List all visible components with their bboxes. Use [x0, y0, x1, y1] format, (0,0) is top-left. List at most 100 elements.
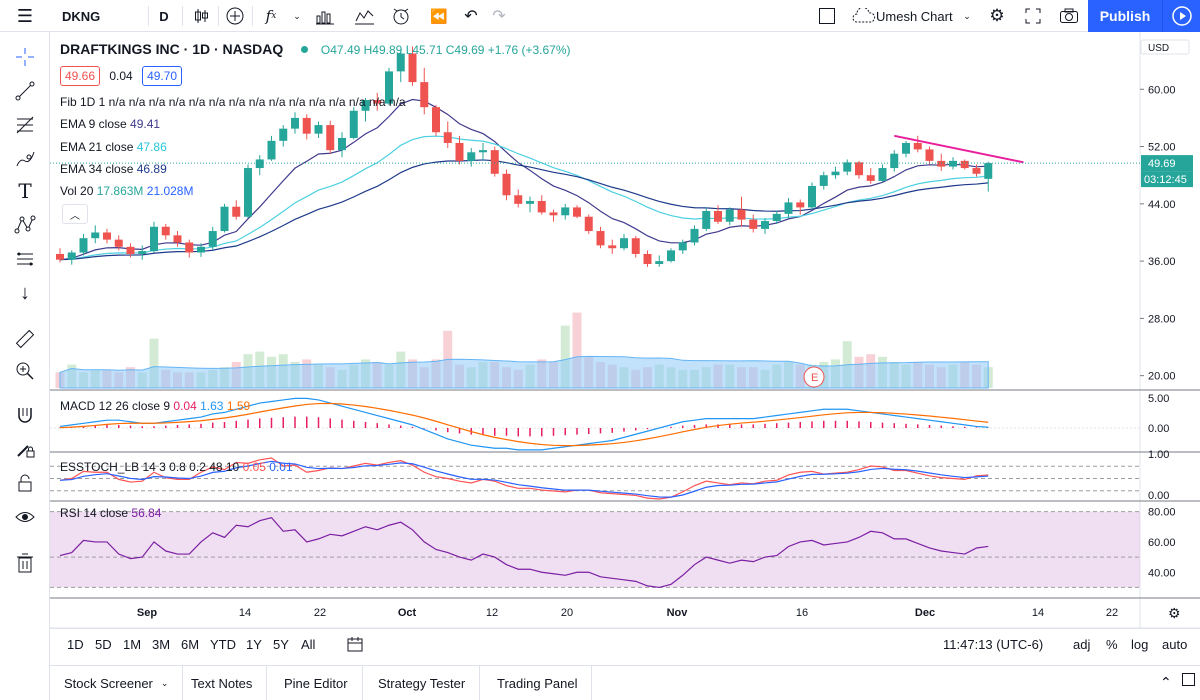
publish-play-icon[interactable]: [1162, 0, 1200, 32]
ohlc-low: L45.71: [405, 43, 443, 57]
trend-line-icon[interactable]: [8, 76, 42, 106]
templates-icon[interactable]: [352, 4, 378, 28]
ohlc-high: H49.89: [363, 43, 403, 57]
symbol-search[interactable]: DKNG: [62, 8, 101, 24]
range-5d[interactable]: 5D: [95, 637, 112, 652]
candle: [138, 245, 147, 260]
range-3m[interactable]: 3M: [152, 637, 171, 652]
rsi-legend[interactable]: RSI 14 close 56.84: [60, 506, 161, 520]
arrow-down-icon[interactable]: ↓: [20, 281, 30, 304]
redo-icon[interactable]: ↷: [492, 8, 506, 25]
fullscreen-icon[interactable]: [1020, 4, 1046, 28]
pattern-icon[interactable]: [8, 210, 42, 240]
eye-icon[interactable]: [8, 502, 42, 532]
draw-lock-icon[interactable]: [8, 434, 42, 464]
bid-box[interactable]: 49.66: [60, 66, 101, 86]
ema34-legend[interactable]: EMA 34 close 46.89: [60, 162, 167, 176]
range-all[interactable]: All: [301, 637, 316, 652]
range-6m[interactable]: 6M: [181, 637, 200, 652]
auto-toggle[interactable]: auto: [1162, 637, 1188, 652]
range-1d[interactable]: 1D: [67, 637, 84, 652]
candle: [843, 159, 852, 176]
range-ytd[interactable]: YTD: [210, 637, 236, 652]
cloud-icon[interactable]: [850, 4, 878, 28]
candle-body: [631, 238, 640, 254]
log-toggle[interactable]: log: [1131, 637, 1149, 652]
adj-toggle[interactable]: adj: [1073, 637, 1091, 652]
ruler-icon[interactable]: [8, 324, 42, 354]
ema9-legend[interactable]: EMA 9 close 49.41: [60, 117, 160, 131]
candle-body: [244, 168, 252, 217]
clock-timezone[interactable]: 11:47:13 (UTC-6): [943, 637, 1044, 652]
candle: [549, 209, 558, 222]
chart-type-candles-icon[interactable]: [188, 4, 214, 28]
collapse-legend-button[interactable]: ︿: [62, 204, 88, 224]
time-axis-label: Oct: [398, 607, 417, 619]
candle: [232, 200, 241, 220]
financials-icon[interactable]: [312, 4, 338, 28]
chevron-down-icon[interactable]: ⌄: [293, 10, 301, 21]
range-1y[interactable]: 1Y: [246, 637, 262, 652]
text-tool-icon[interactable]: T: [18, 179, 32, 203]
candle-body: [843, 162, 852, 172]
candle-body: [56, 253, 64, 260]
candle: [714, 205, 722, 224]
candle: [514, 189, 523, 208]
candle-body: [643, 253, 652, 264]
chevron-down-icon[interactable]: ⌄: [963, 10, 971, 21]
brush-icon[interactable]: [8, 144, 42, 174]
publish-button[interactable]: Publish: [1088, 0, 1162, 32]
chart-name-label[interactable]: Umesh Chart: [876, 8, 953, 24]
candle-body: [232, 206, 241, 217]
macd-legend[interactable]: MACD 12 26 close 9 0.04 1.63 1.59: [60, 399, 250, 413]
fib-tool-icon[interactable]: [8, 110, 42, 140]
layout-icon[interactable]: [816, 6, 838, 26]
candle-body: [678, 242, 687, 251]
lock-icon[interactable]: [8, 468, 42, 498]
alert-clock-icon[interactable]: [388, 4, 414, 28]
time-axis-label: 12: [486, 607, 498, 619]
volume-legend[interactable]: Vol 20 17.863M 21.028M: [60, 184, 193, 198]
candle: [808, 182, 816, 210]
percent-toggle[interactable]: %: [1106, 637, 1118, 652]
collapse-panel-icon[interactable]: ⌃: [1160, 674, 1172, 690]
macd-label: MACD 12 26 close 9: [60, 399, 171, 413]
ask-box[interactable]: 49.70: [142, 66, 183, 86]
maximize-panel-icon[interactable]: [1182, 673, 1195, 686]
crosshair-icon[interactable]: [8, 42, 42, 72]
tab-pine-editor[interactable]: Pine Editor: [270, 666, 363, 700]
undo-icon[interactable]: ↶: [464, 8, 478, 25]
goto-date-icon[interactable]: [346, 635, 364, 656]
zoom-icon[interactable]: [8, 356, 42, 386]
interval-button[interactable]: D: [159, 8, 169, 24]
trash-icon[interactable]: [8, 548, 42, 578]
menu-icon[interactable]: ☰: [16, 5, 34, 26]
candle: [690, 225, 699, 246]
currency-label: USD: [1148, 43, 1169, 54]
symbol-title[interactable]: DRAFTKINGS INC · 1D · NASDAQ: [60, 41, 284, 57]
replay-icon[interactable]: ⏪: [430, 7, 448, 24]
candle-body: [267, 140, 276, 160]
tab-text-notes[interactable]: Text Notes: [177, 666, 268, 700]
candle: [396, 49, 405, 83]
tab-stock-screener[interactable]: Stock Screener ⌄: [50, 666, 184, 700]
range-1m[interactable]: 1M: [123, 637, 142, 652]
prediction-icon[interactable]: [8, 244, 42, 274]
camera-icon[interactable]: [1056, 4, 1082, 28]
compare-add-icon[interactable]: [222, 4, 248, 28]
gear-icon[interactable]: ⚙: [989, 6, 1005, 25]
range-5y[interactable]: 5Y: [273, 637, 289, 652]
stoch-legend[interactable]: ESSTOCH_LB 14 3 0.8 0.2 48 10 0.05 0.01: [60, 460, 293, 474]
candle-body: [291, 117, 299, 129]
candle: [126, 243, 135, 258]
candle-body: [338, 137, 346, 151]
fib-legend[interactable]: Fib 1D 1 n/a n/a n/a n/a n/a n/a n/a n/a…: [60, 95, 406, 109]
ema21-legend[interactable]: EMA 21 close 47.86: [60, 140, 167, 154]
tab-trading-panel[interactable]: Trading Panel: [483, 666, 593, 700]
magnet-icon[interactable]: [8, 400, 42, 430]
bottom-panel-tabs: Stock Screener ⌄ Text Notes Pine Editor S…: [50, 665, 1200, 700]
last-price-label: 49.69: [1148, 158, 1176, 170]
tab-strategy-tester[interactable]: Strategy Tester: [364, 666, 481, 700]
chart-canvas[interactable]: 60.00 52.00 44.00 36.00 28.00 20.00 E USD 49.69 0…: [50, 32, 1200, 628]
